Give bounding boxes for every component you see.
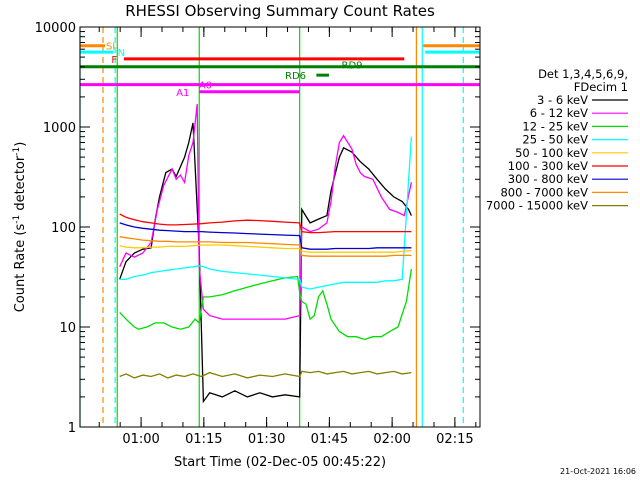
y-axis-label-end: ): [13, 142, 28, 147]
series-line-6: [119, 222, 412, 250]
legend-header-decimation: FDecim 1: [574, 80, 628, 94]
series-lines: [119, 103, 413, 404]
y-axis-label-sup1: -1: [12, 215, 22, 224]
x-tick-label-4: 02:00: [373, 432, 410, 447]
legend-label-0: 3 - 6 keV: [537, 93, 588, 107]
series-line-1: [119, 103, 413, 320]
flag-label-5: RD6: [285, 71, 306, 82]
series-line-7: [119, 236, 412, 257]
flag-label-6: A0: [199, 81, 212, 92]
chart-title: RHESSI Observing Summary Count Rates: [125, 2, 435, 20]
series-line-2: [119, 268, 413, 341]
x-axis-label: Start Time (02-Dec-05 00:45:22): [174, 455, 386, 470]
y-tick-label-3: 1000: [43, 121, 76, 136]
x-tick-label-5: 02:15: [436, 432, 473, 447]
y-tick-label-2: 100: [51, 221, 76, 236]
y-axis-label: Count Rate (s-1 detector-1): [12, 142, 28, 313]
legend-label-8: 7000 - 15000 keV: [486, 199, 588, 213]
series-line-0: [119, 122, 412, 404]
series-line-5: [119, 213, 412, 234]
y-axis-label-sup2: -1: [12, 147, 22, 156]
legend-header-detectors: Det 1,3,4,5,6,9,: [538, 67, 628, 81]
flag-label-4: RD9: [342, 61, 363, 72]
legend-label-7: 800 - 7000 keV: [500, 185, 588, 199]
flag-label-1: N: [118, 48, 125, 59]
x-tick-label-1: 01:15: [185, 432, 222, 447]
legend-label-4: 50 - 100 keV: [515, 146, 588, 160]
x-tick-label-2: 01:30: [248, 432, 285, 447]
x-axis: 01:00 01:15 01:30 01:45 02:00 02:15: [98, 27, 477, 447]
flag-label-0: SI: [106, 42, 115, 53]
x-tick-label-0: 01:00: [122, 432, 159, 447]
timestamp: 21-Oct-2021 16:06: [560, 467, 636, 476]
y-axis-label-mid: detector: [13, 155, 28, 215]
legend-label-3: 25 - 50 keV: [522, 133, 588, 147]
y-tick-label-1: 10: [59, 321, 76, 336]
y-axis: 1 10 100 1000 10000: [35, 21, 480, 436]
y-tick-label-0: 1: [68, 421, 76, 436]
legend-label-5: 100 - 300 keV: [508, 159, 588, 173]
flag-label-2: F: [111, 55, 117, 66]
legend-label-1: 6 - 12 keV: [530, 106, 588, 120]
legend-label-2: 12 - 25 keV: [522, 119, 588, 133]
series-line-3: [119, 136, 413, 290]
legend-label-6: 300 - 800 keV: [508, 172, 588, 186]
y-tick-label-4: 10000: [35, 21, 76, 36]
series-line-4: [119, 244, 412, 253]
flag-label-7: A1: [176, 88, 189, 99]
series-line-8: [119, 370, 412, 379]
y-axis-label-main: Count Rate (s: [13, 224, 28, 313]
x-tick-label-3: 01:45: [311, 432, 348, 447]
